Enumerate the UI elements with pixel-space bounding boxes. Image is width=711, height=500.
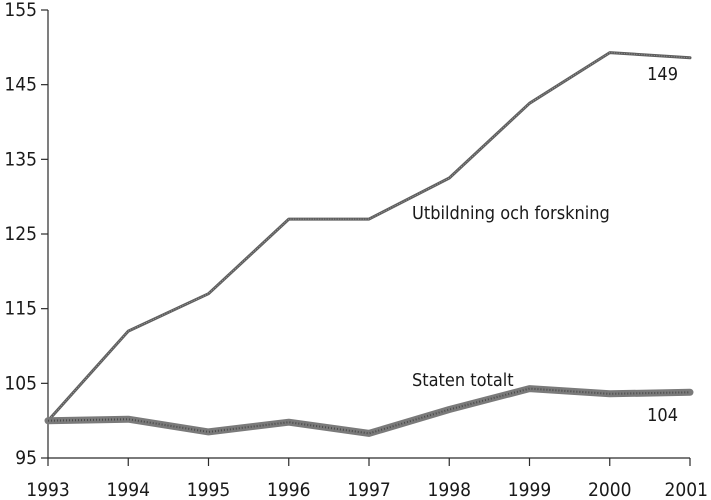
x-tick-label: 1997 — [347, 479, 391, 500]
y-tick-label: 155 — [4, 0, 37, 21]
series-label-staten: Staten totalt — [412, 370, 514, 391]
x-tick-label: 1995 — [187, 479, 231, 500]
x-tick-label: 1994 — [107, 479, 151, 500]
y-ticks: 95 105 115 125 135 145 155 — [4, 0, 48, 469]
series-line-utbildning-core — [47, 52, 691, 422]
x-tick-label: 2000 — [588, 479, 632, 500]
y-tick-label: 95 — [15, 447, 37, 469]
x-tick-label: 1996 — [267, 479, 311, 500]
series-line-staten — [44, 385, 694, 437]
x-tick-label: 1993 — [26, 479, 70, 500]
series-line-utbildning — [46, 51, 692, 423]
end-label-utbildning: 149 — [647, 64, 678, 85]
series-layer — [44, 51, 694, 437]
x-tick-label: 1999 — [508, 479, 552, 500]
y-tick-label: 145 — [4, 74, 37, 96]
end-label-staten: 104 — [647, 405, 678, 426]
x-tick-label: 2001 — [665, 479, 709, 500]
x-tick-label: 1998 — [428, 479, 472, 500]
y-tick-label: 105 — [4, 372, 37, 394]
y-tick-label: 135 — [4, 148, 37, 170]
x-ticks: 1993 1994 1995 1996 1997 1998 1999 2000 2001 — [26, 458, 708, 500]
y-tick-label: 115 — [4, 298, 37, 320]
series-label-utbildning: Utbildning och forskning — [412, 203, 610, 224]
y-tick-label: 125 — [4, 223, 37, 245]
series-line-staten-texture — [47, 387, 691, 435]
